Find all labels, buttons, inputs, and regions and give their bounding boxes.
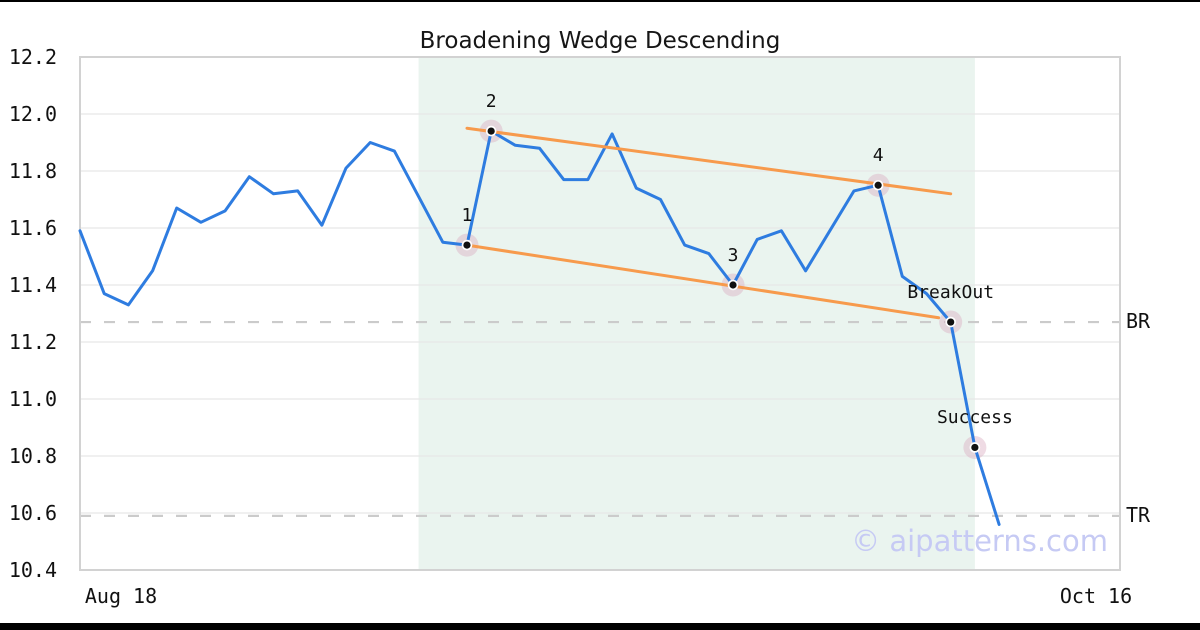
y-tick-label: 11.0: [8, 387, 57, 411]
y-tick-label: 10.6: [8, 501, 57, 525]
y-tick-label: 11.8: [8, 159, 57, 183]
hline-label-br: BR: [1126, 309, 1151, 334]
watermark: © aipatterns.com: [851, 524, 1108, 558]
bottom-bar: [0, 623, 1200, 630]
y-tick-label: 11.6: [8, 216, 57, 240]
pattern-point-label-success: Success: [936, 407, 1013, 429]
y-tick-label: 12.0: [8, 102, 57, 126]
pattern-point-label-breakout: BreakOut: [907, 282, 995, 304]
y-tick-label: 11.2: [8, 330, 57, 354]
y-tick-label: 11.4: [8, 273, 57, 297]
pattern-point-label-4: 4: [872, 145, 884, 167]
pattern-point-label-2: 2: [485, 91, 497, 113]
x-tick-label: Aug 18: [84, 584, 158, 608]
y-tick-label: 10.4: [8, 558, 57, 582]
y-tick-label: 10.8: [8, 444, 57, 468]
y-tick-label: 12.2: [8, 45, 57, 69]
top-border-line: [0, 0, 1200, 2]
chart-title: Broadening Wedge Descending: [419, 28, 781, 54]
pattern-point-label-3: 3: [727, 245, 739, 266]
hline-label-tr: TR: [1126, 502, 1151, 527]
pattern-point-label-1: 1: [461, 205, 473, 227]
x-tick-label: Oct 16: [1059, 584, 1133, 608]
